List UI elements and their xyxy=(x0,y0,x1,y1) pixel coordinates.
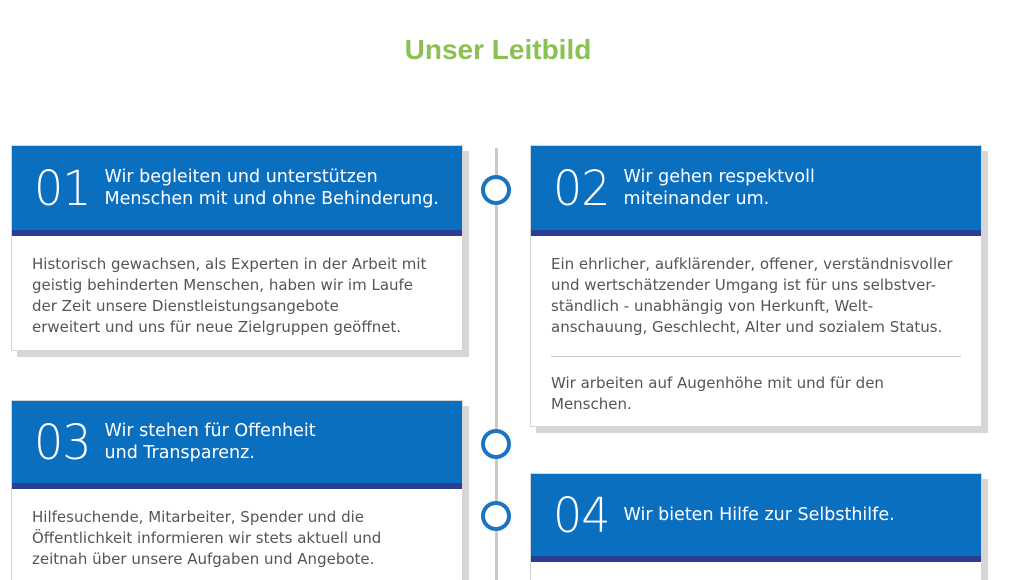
value-card-01: 01 Wir begleiten und unterstützen Mensch… xyxy=(11,145,463,351)
card-header: 01 Wir begleiten und unterstützen Mensch… xyxy=(12,146,462,236)
card-header: 02 Wir gehen respektvoll miteinander um. xyxy=(531,146,981,236)
value-card-02: 02 Wir gehen respektvoll miteinander um.… xyxy=(530,145,982,427)
card-header: 03 Wir stehen für Offenheit und Transpar… xyxy=(12,401,462,489)
card-number: 04 xyxy=(553,486,611,544)
card-paragraph: Ein ehrlicher, aufklärender, offener, ve… xyxy=(551,255,953,336)
value-card-03: 03 Wir stehen für Offenheit und Transpar… xyxy=(11,400,463,580)
timeline-line xyxy=(495,148,498,580)
card-number: 01 xyxy=(34,159,92,217)
card-heading: Wir gehen respektvoll miteinander um. xyxy=(623,167,815,209)
card-header: 04 Wir bieten Hilfe zur Selbsthilfe. xyxy=(531,474,981,562)
card-number: 03 xyxy=(34,413,92,471)
timeline-node-icon xyxy=(481,175,511,205)
page-title: Unser Leitbild xyxy=(404,34,592,65)
card-body: Hilfesuchende, Mitarbeiter, Spender und … xyxy=(12,489,462,580)
timeline-node-icon xyxy=(481,501,511,531)
card-heading: Wir bieten Hilfe zur Selbsthilfe. xyxy=(623,505,895,525)
card-paragraph: Historisch gewachsen, als Experten in de… xyxy=(32,255,427,336)
divider xyxy=(551,356,961,357)
card-paragraph: Hilfesuchende, Mitarbeiter, Spender und … xyxy=(32,508,382,568)
card-heading: Wir begleiten und unterstützen Menschen … xyxy=(104,167,439,209)
card-number: 02 xyxy=(553,159,611,217)
card-body: Historisch gewachsen, als Experten in de… xyxy=(12,236,462,352)
card-paragraph: Wir arbeiten auf Augenhöhe mit und für d… xyxy=(551,374,884,413)
card-heading: Wir stehen für Offenheit und Transparenz… xyxy=(104,421,316,463)
value-card-04: 04 Wir bieten Hilfe zur Selbsthilfe. xyxy=(530,473,982,580)
card-body: Ein ehrlicher, aufklärender, offener, ve… xyxy=(531,236,981,429)
timeline-node-icon xyxy=(481,429,511,459)
card-body xyxy=(531,562,981,580)
